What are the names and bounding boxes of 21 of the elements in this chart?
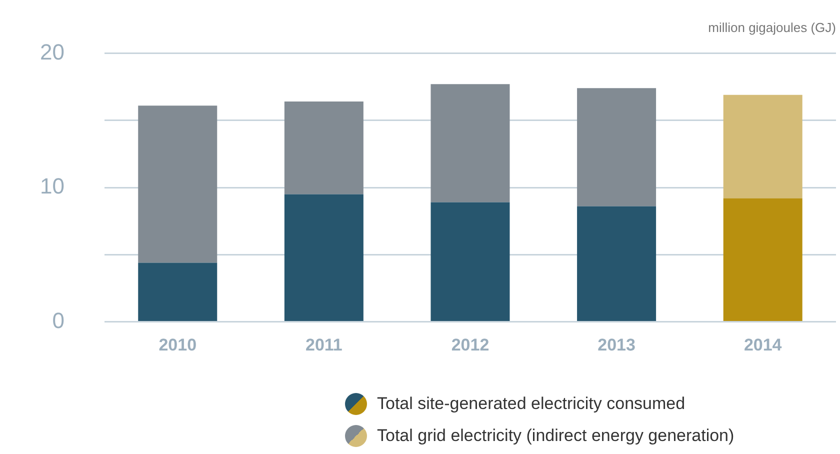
x-tick-label: 2011 [305, 336, 342, 355]
y-tick-label: 0 [52, 308, 64, 333]
bar [577, 88, 656, 206]
y-tick-label: 20 [40, 39, 64, 64]
bar [284, 102, 364, 194]
x-tick-label: 2014 [744, 336, 782, 355]
y-tick-label: 10 [40, 174, 64, 199]
bar [430, 84, 510, 202]
bar [577, 206, 656, 322]
bar [284, 194, 364, 322]
legend-label: Total grid electricity (indirect energy generation) [377, 426, 734, 446]
x-tick-label: 2010 [158, 336, 197, 355]
bar [138, 106, 218, 263]
x-tick-label: 2012 [451, 336, 490, 355]
bar [138, 262, 218, 322]
bar [723, 198, 802, 322]
bar [723, 94, 802, 198]
x-tick-label: 2013 [598, 336, 636, 355]
y-axis-title: million gigajoules (GJ) [708, 20, 836, 35]
legend-label: Total site-generated electricity consumed [377, 394, 686, 414]
bar [430, 202, 510, 322]
